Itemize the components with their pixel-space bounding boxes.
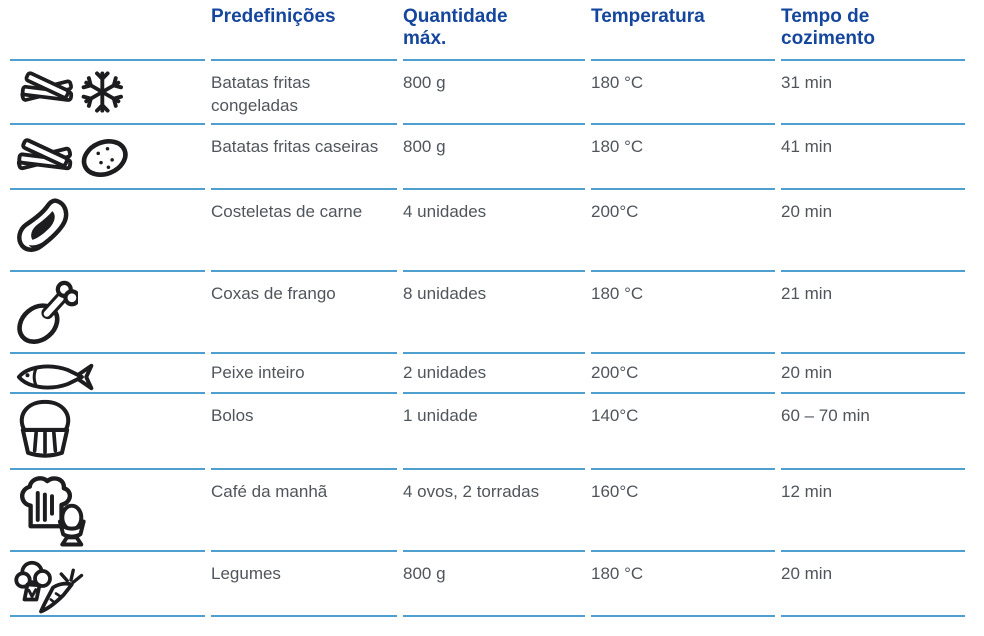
preset-time: 60 – 70 min: [781, 394, 965, 470]
preset-temperature: 180 °C: [591, 272, 775, 354]
breakfast-icon: [14, 473, 205, 550]
preset-time: 20 min: [781, 552, 965, 617]
preset-quantity: 4 ovos, 2 torradas: [403, 470, 585, 552]
preset-time: 20 min: [781, 354, 965, 394]
icon-cell: [10, 272, 205, 354]
preset-temperature: 140°C: [591, 394, 775, 470]
icon-cell: [10, 125, 205, 190]
icon-cell: [10, 61, 205, 125]
vegetables-icon: [14, 556, 205, 615]
preset-quantity: 1 unidade: [403, 394, 585, 470]
frozen-fries-icon: [14, 69, 205, 115]
preset-quantity: 4 unidades: [403, 190, 585, 272]
preset-quantity: 800 g: [403, 125, 585, 190]
header-icon-spacer: [10, 0, 205, 61]
preset-time: 20 min: [781, 190, 965, 272]
preset-name: Peixe inteiro: [211, 354, 397, 394]
preset-time: 41 min: [781, 125, 965, 190]
preset-time: 21 min: [781, 272, 965, 354]
preset-quantity: 2 unidades: [403, 354, 585, 394]
preset-name: Batatas fritas caseiras: [211, 125, 397, 190]
table-row-cakes: Bolos 1 unidade 140°C 60 – 70 min: [10, 394, 965, 470]
preset-name: Café da manhã: [211, 470, 397, 552]
preset-time: 12 min: [781, 470, 965, 552]
icon-cell: [10, 190, 205, 272]
table-row-meat-chops: Costeletas de carne 4 unidades 200°C 20 …: [10, 190, 965, 272]
preset-name: Bolos: [211, 394, 397, 470]
header-cooking-time: Tempo de cozimento: [781, 0, 965, 61]
icon-cell: [10, 470, 205, 552]
preset-temperature: 160°C: [591, 470, 775, 552]
icon-cell: [10, 552, 205, 617]
chicken-drumstick-icon: [14, 276, 205, 350]
preset-name: Coxas de frango: [211, 272, 397, 354]
preset-name: Batatas fritas congeladas: [211, 61, 397, 125]
preset-temperature: 180 °C: [591, 552, 775, 617]
preset-name: Legumes: [211, 552, 397, 617]
preset-quantity: 8 unidades: [403, 272, 585, 354]
meat-chop-icon: [14, 195, 205, 267]
header-temperature: Temperatura: [591, 0, 775, 61]
preset-name: Costeletas de carne: [211, 190, 397, 272]
table-row-whole-fish: Peixe inteiro 2 unidades 200°C 20 min: [10, 354, 965, 394]
icon-cell: [10, 354, 205, 394]
homemade-fries-icon: [14, 132, 205, 184]
preset-temperature: 200°C: [591, 354, 775, 394]
preset-quantity: 800 g: [403, 61, 585, 125]
icon-cell: [10, 394, 205, 470]
fish-icon: [14, 358, 205, 392]
table-row-breakfast: Café da manhã 4 ovos, 2 torradas 160°C 1…: [10, 470, 965, 552]
table-row-chicken-drumsticks: Coxas de frango 8 unidades 180 °C 21 min: [10, 272, 965, 354]
preset-quantity: 800 g: [403, 552, 585, 617]
header-max-quantity: Quantidade máx.: [403, 0, 585, 61]
cake-icon: [14, 396, 205, 458]
preset-temperature: 200°C: [591, 190, 775, 272]
table-header-row: Predefinições Quantidade máx. Temperatur…: [10, 0, 965, 61]
header-presets: Predefinições: [211, 0, 397, 61]
preset-temperature: 180 °C: [591, 61, 775, 125]
table-row-frozen-fries: Batatas fritas congeladas 800 g 180 °C 3…: [10, 61, 965, 125]
cooking-presets-table: Predefinições Quantidade máx. Temperatur…: [10, 0, 965, 617]
table-row-vegetables: Legumes 800 g 180 °C 20 min: [10, 552, 965, 617]
preset-time: 31 min: [781, 61, 965, 125]
preset-temperature: 180 °C: [591, 125, 775, 190]
table-row-homemade-fries: Batatas fritas caseiras 800 g 180 °C 41 …: [10, 125, 965, 190]
